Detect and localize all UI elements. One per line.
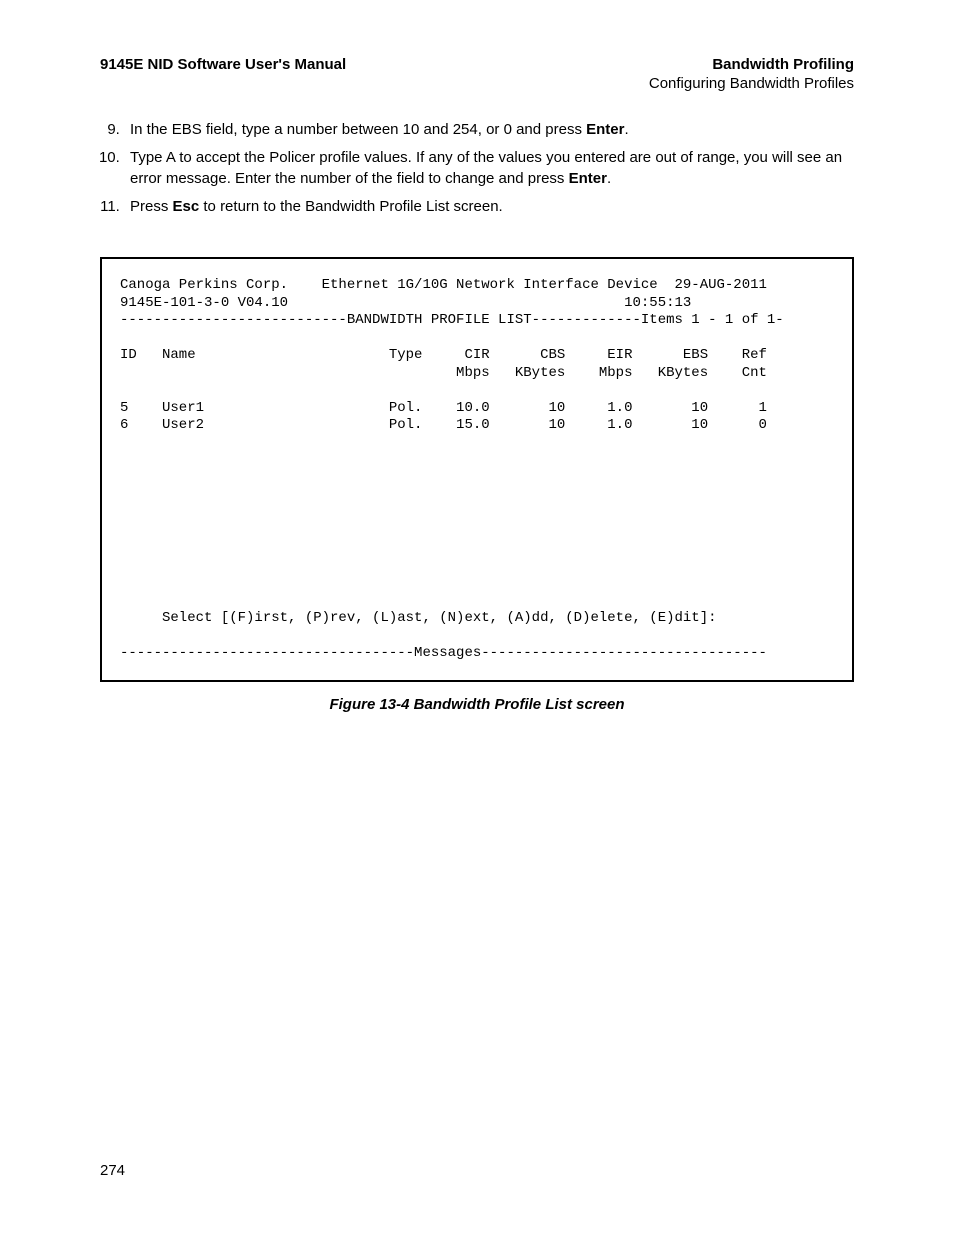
page-number: 274 <box>100 1162 125 1179</box>
terminal-screenshot: Canoga Perkins Corp. Ethernet 1G/10G Net… <box>100 257 854 682</box>
step-9: In the EBS field, type a number between … <box>124 120 854 140</box>
header-section-title: Bandwidth Profiling <box>649 56 854 73</box>
step-key: Enter <box>569 170 607 187</box>
step-text-post: . <box>607 170 611 187</box>
step-text: In the EBS field, type a number between … <box>130 121 586 138</box>
step-text-post: to return to the Bandwidth Profile List … <box>199 198 503 215</box>
step-11: Press Esc to return to the Bandwidth Pro… <box>124 197 854 217</box>
step-text-post: . <box>624 121 628 138</box>
step-text: Press <box>130 198 173 215</box>
step-text: Type A to accept the Policer profile val… <box>130 149 842 186</box>
step-key: Enter <box>586 121 624 138</box>
step-key: Esc <box>173 198 200 215</box>
instruction-list: In the EBS field, type a number between … <box>124 120 854 217</box>
step-10: Type A to accept the Policer profile val… <box>124 148 854 189</box>
document-page: 9145E NID Software User's Manual Bandwid… <box>0 0 954 1235</box>
header-subsection: Configuring Bandwidth Profiles <box>649 75 854 92</box>
figure-caption: Figure 13-4 Bandwidth Profile List scree… <box>100 696 854 713</box>
page-header: 9145E NID Software User's Manual Bandwid… <box>100 56 854 92</box>
header-left-title: 9145E NID Software User's Manual <box>100 56 346 73</box>
header-right-block: Bandwidth Profiling Configuring Bandwidt… <box>649 56 854 92</box>
